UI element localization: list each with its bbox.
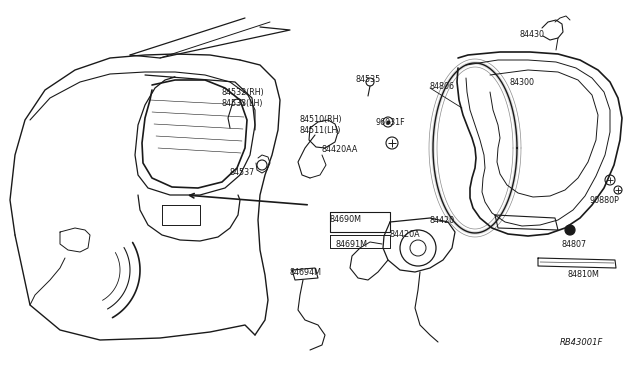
Text: 84300: 84300 (510, 78, 535, 87)
Text: 84420: 84420 (430, 216, 455, 225)
Text: RB43001F: RB43001F (560, 338, 604, 347)
Text: 84430: 84430 (520, 30, 545, 39)
Text: 84810M: 84810M (568, 270, 600, 279)
Text: 84694M: 84694M (290, 268, 322, 277)
Text: 84537: 84537 (230, 168, 255, 177)
Text: 84806: 84806 (430, 82, 455, 91)
Text: 84420A: 84420A (390, 230, 420, 239)
Text: 84420AA: 84420AA (322, 145, 358, 154)
Circle shape (565, 225, 575, 235)
Text: 90880P: 90880P (590, 196, 620, 205)
Text: 84533(LH): 84533(LH) (222, 99, 264, 108)
Text: 84690M: 84690M (330, 215, 362, 224)
Text: 96031F: 96031F (375, 118, 404, 127)
Text: 84510(RH): 84510(RH) (300, 115, 342, 124)
Text: 84691M: 84691M (335, 240, 367, 249)
Text: 84535: 84535 (355, 75, 380, 84)
Text: 84511(LH): 84511(LH) (300, 126, 342, 135)
Text: 84532(RH): 84532(RH) (222, 88, 265, 97)
Text: 84807: 84807 (562, 240, 587, 249)
